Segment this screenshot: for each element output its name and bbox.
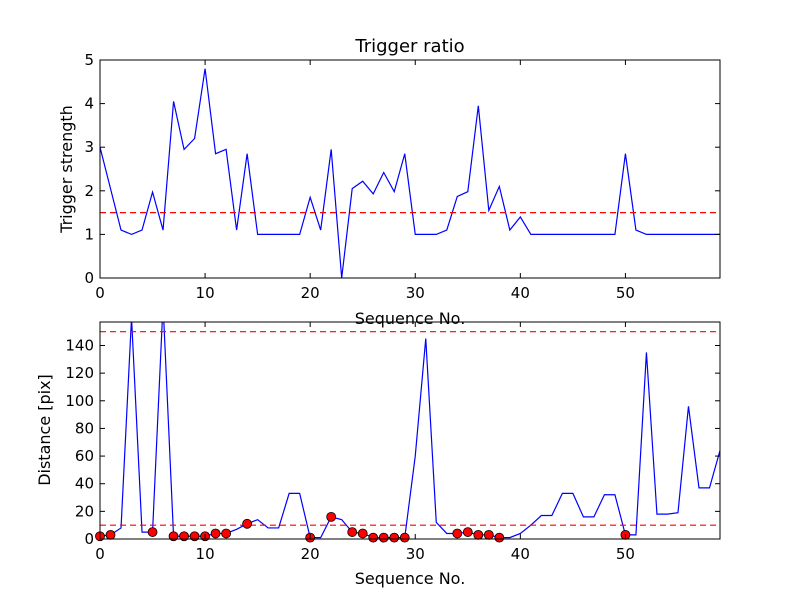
trigger-ratio-panel: Trigger ratio 0 10 20 30 40 50 0 1 2 3 4 5 Sequence…: [57, 36, 721, 328]
y-tick-label: 120: [65, 364, 94, 382]
data-point: [242, 518, 253, 529]
data-point: [368, 532, 379, 543]
series-line: [100, 68, 720, 278]
chart-title: Trigger ratio: [354, 36, 464, 57]
x-tick-label: 30: [406, 545, 425, 563]
x-tick-label: 10: [196, 545, 215, 563]
data-point: [399, 532, 410, 543]
axes-frame: [99, 59, 721, 279]
y-tick-label: 2: [84, 182, 94, 200]
y-tick-label: 1: [84, 225, 94, 243]
y-tick-label: 0: [84, 530, 94, 548]
x-tick-label: 50: [616, 284, 635, 302]
data-layer: [100, 322, 720, 539]
y-axis-title: Distance [pix]: [35, 374, 54, 486]
y-tick-label: 0: [84, 269, 94, 287]
x-tick-label: 20: [301, 284, 320, 302]
y-tick-label: 5: [84, 51, 94, 69]
x-tick-label: 50: [616, 545, 635, 563]
x-tick-label: 40: [511, 284, 530, 302]
data-point: [483, 529, 494, 540]
y-tick-label: 20: [75, 502, 94, 520]
distance-plot-area: 0 10 20 30 40 50 0 20 40 60 80 100 120 140: [65, 321, 721, 563]
x-tick-label: 0: [95, 284, 105, 302]
x-tick-label: 40: [511, 545, 530, 563]
axes-frame: [99, 321, 721, 540]
data-point: [105, 529, 116, 540]
data-point: [179, 531, 189, 542]
y-tick-label: 140: [65, 336, 94, 354]
data-point: [221, 528, 232, 539]
data-point: [147, 527, 158, 537]
x-tick-label: 10: [196, 284, 215, 302]
data-point: [389, 532, 400, 543]
data-point: [210, 528, 221, 539]
x-axis-title: Sequence No.: [355, 569, 466, 588]
data-point: [189, 531, 200, 542]
data-point: [326, 511, 337, 522]
y-tick-label: 80: [75, 419, 94, 437]
trigger-plot-area: 0 10 20 30 40 50 0 1 2 3 4 5: [84, 51, 721, 302]
data-point: [378, 532, 389, 543]
data-point: [462, 527, 473, 537]
data-point: [452, 528, 463, 539]
x-tick-label: 0: [95, 545, 105, 563]
y-tick-label: 3: [84, 138, 94, 156]
y-tick-label: 100: [65, 392, 94, 410]
data-point: [347, 527, 358, 537]
x-axis-title: Sequence No.: [355, 309, 466, 328]
data-layer: [100, 68, 720, 278]
data-point: [357, 528, 368, 539]
y-tick-label: 4: [84, 95, 94, 113]
y-tick-label: 60: [75, 447, 94, 465]
y-axis-title: Trigger strength: [57, 105, 76, 234]
x-tick-label: 30: [406, 284, 425, 302]
data-point: [494, 532, 505, 543]
data-point: [168, 531, 179, 542]
data-point: [473, 529, 484, 540]
series-line: [100, 322, 720, 539]
y-tick-label: 40: [75, 475, 94, 493]
distance-panel: 0 10 20 30 40 50 0 20 40 60 80 100 120 140 Sequence N…: [35, 321, 721, 588]
x-tick-label: 20: [301, 545, 320, 563]
